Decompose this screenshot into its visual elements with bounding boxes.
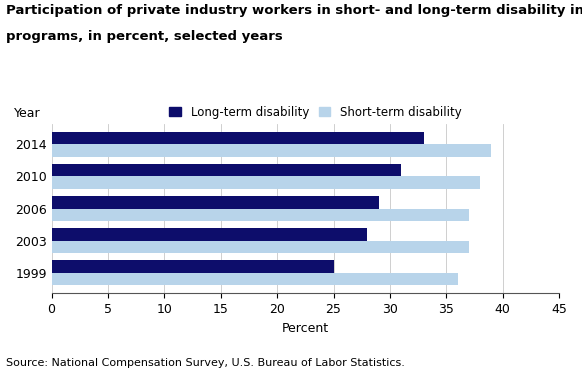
Bar <box>52 144 491 157</box>
Bar <box>52 196 379 208</box>
Legend: Long-term disability, Short-term disability: Long-term disability, Short-term disabil… <box>169 106 462 119</box>
Bar <box>52 273 457 285</box>
Text: Source: National Compensation Survey, U.S. Bureau of Labor Statistics.: Source: National Compensation Survey, U.… <box>6 358 404 368</box>
Bar <box>52 176 480 189</box>
Text: Year: Year <box>13 107 40 120</box>
Bar <box>52 164 401 176</box>
Bar <box>52 208 469 221</box>
Bar <box>52 260 333 273</box>
X-axis label: Percent: Percent <box>282 322 329 335</box>
Bar <box>52 132 424 144</box>
Bar <box>52 241 469 253</box>
Text: programs, in percent, selected years: programs, in percent, selected years <box>6 30 283 43</box>
Text: Participation of private industry workers in short- and long-term disability ins: Participation of private industry worker… <box>6 4 582 17</box>
Bar <box>52 228 367 241</box>
